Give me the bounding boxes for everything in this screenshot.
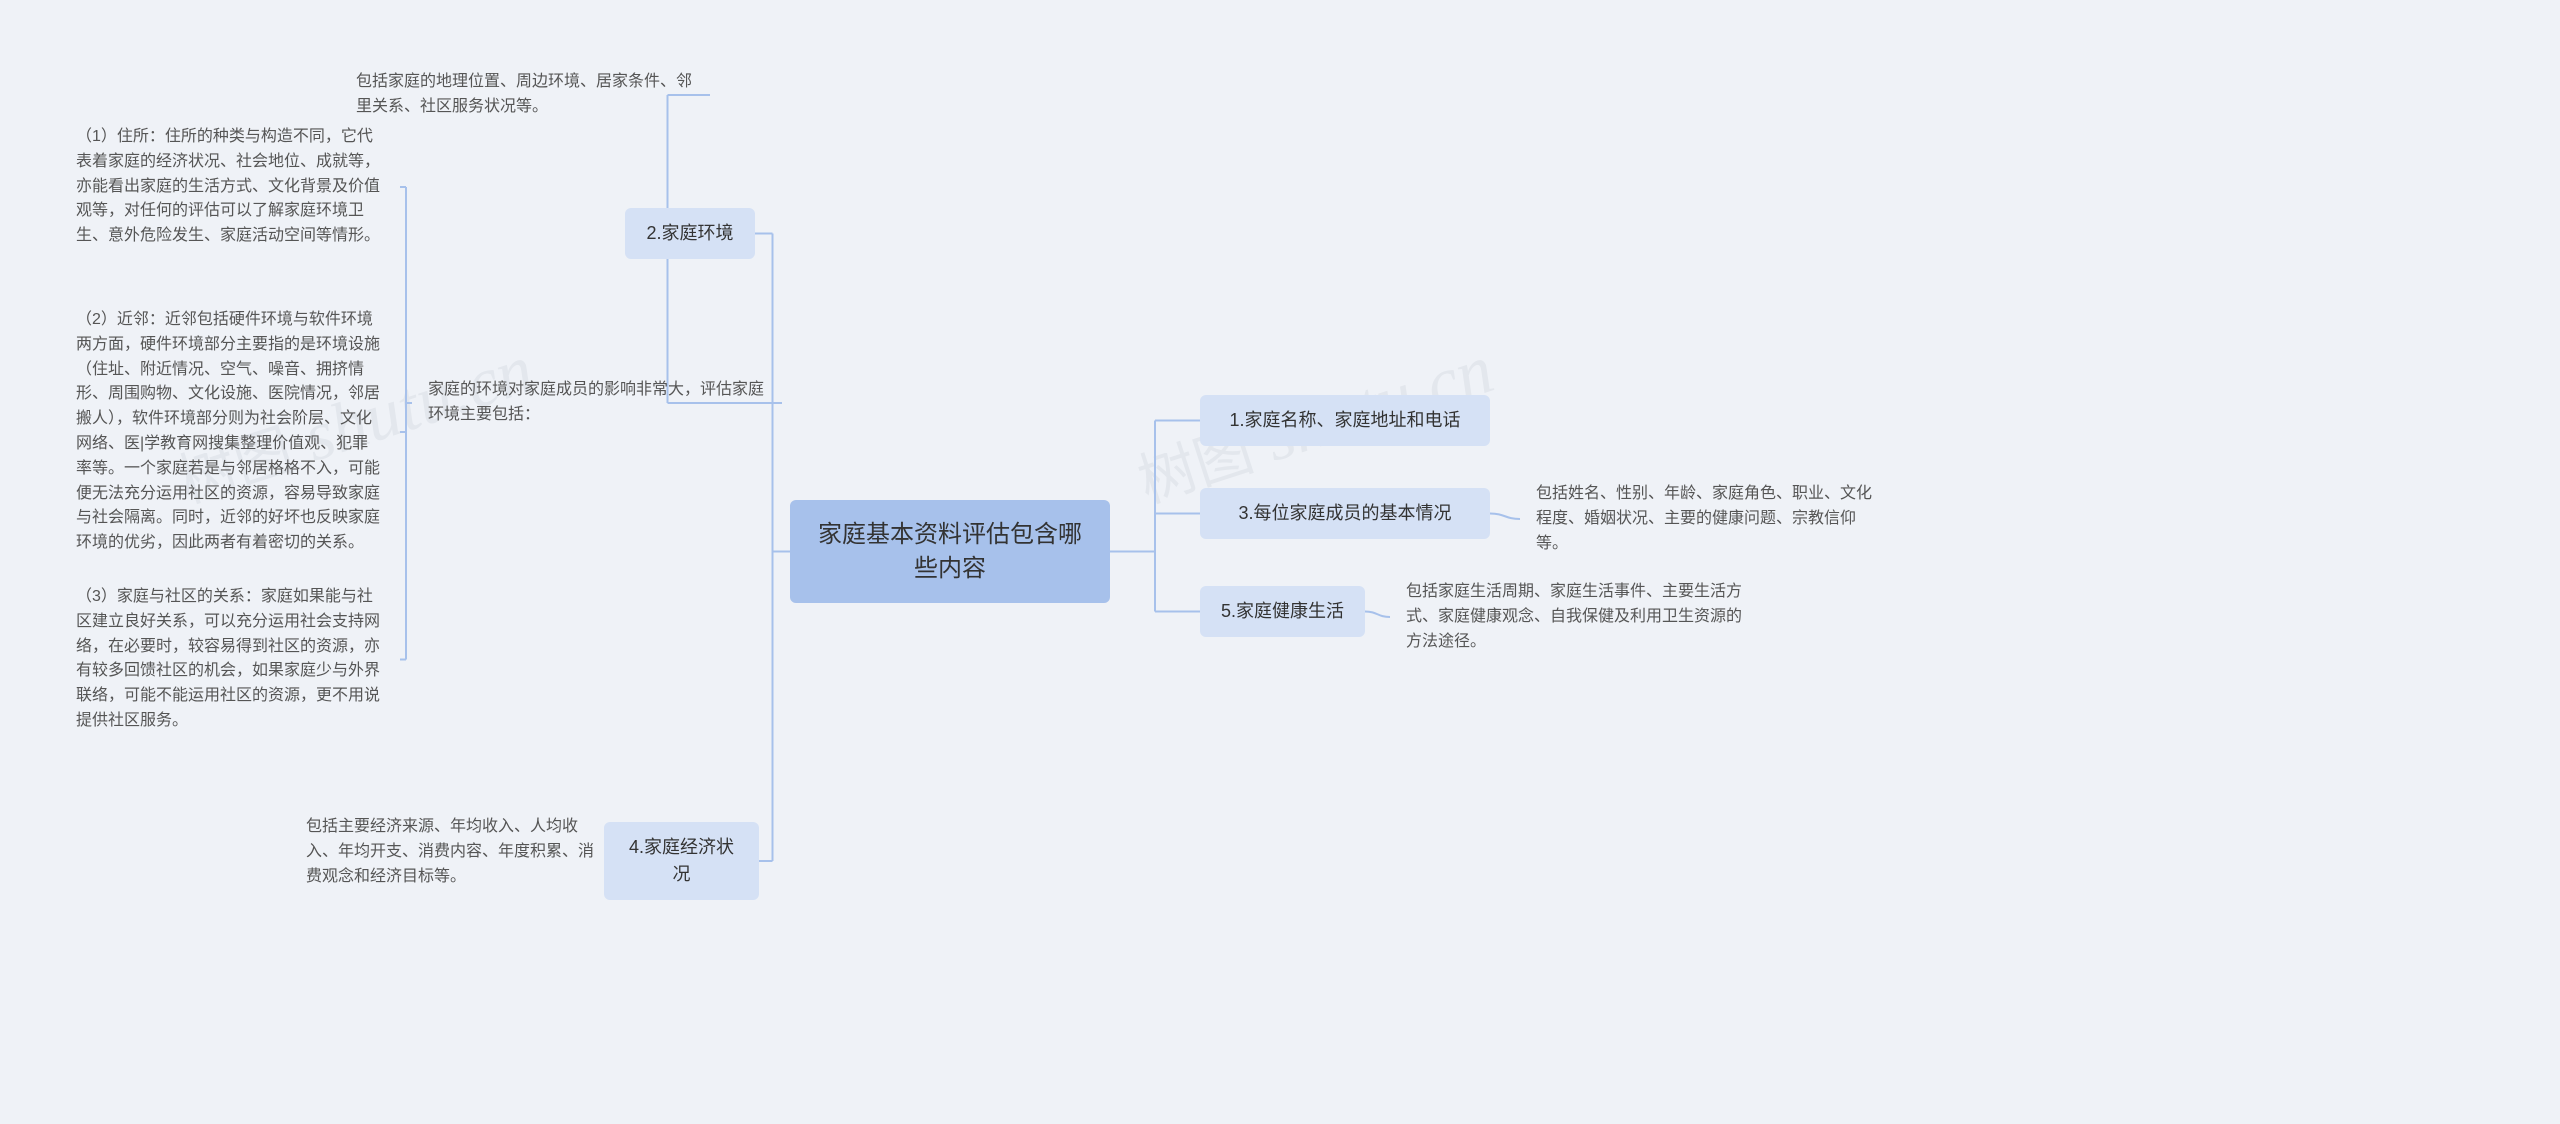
leaf-b2-2-2[interactable]: （2）近邻：近邻包括硬件环境与软件环境两方面，硬件环境部分主要指的是环境设施（住… xyxy=(60,298,400,566)
branch-3[interactable]: 3.每位家庭成员的基本情况 xyxy=(1200,488,1490,539)
branch-4[interactable]: 4.家庭经济状况 xyxy=(604,822,759,900)
leaf-b4-1[interactable]: 包括主要经济来源、年均收入、人均收入、年均开支、消费内容、年度积累、消费观念和经… xyxy=(290,805,610,899)
leaf-b2-2-3[interactable]: （3）家庭与社区的关系：家庭如果能与社区建立良好关系，可以充分运用社会支持网络，… xyxy=(60,575,400,744)
root-node[interactable]: 家庭基本资料评估包含哪些内容 xyxy=(790,500,1110,603)
leaf-b3-1[interactable]: 包括姓名、性别、年龄、家庭角色、职业、文化程度、婚姻状况、主要的健康问题、宗教信… xyxy=(1520,472,1890,566)
mindmap-canvas: 树图 shutu.cn 树图 shutu.cn 家庭基本资料评估包含哪些内容 1… xyxy=(0,0,2560,1124)
branch-2[interactable]: 2.家庭环境 xyxy=(625,208,755,259)
branch-5[interactable]: 5.家庭健康生活 xyxy=(1200,586,1365,637)
leaf-b2-2[interactable]: 家庭的环境对家庭成员的影响非常大，评估家庭环境主要包括： xyxy=(412,368,782,438)
leaf-b5-1[interactable]: 包括家庭生活周期、家庭生活事件、主要生活方式、家庭健康观念、自我保健及利用卫生资… xyxy=(1390,570,1760,664)
branch-1[interactable]: 1.家庭名称、家庭地址和电话 xyxy=(1200,395,1490,446)
leaf-b2-2-1[interactable]: （1）住所：住所的种类与构造不同，它代表着家庭的经济状况、社会地位、成就等，亦能… xyxy=(60,115,400,259)
